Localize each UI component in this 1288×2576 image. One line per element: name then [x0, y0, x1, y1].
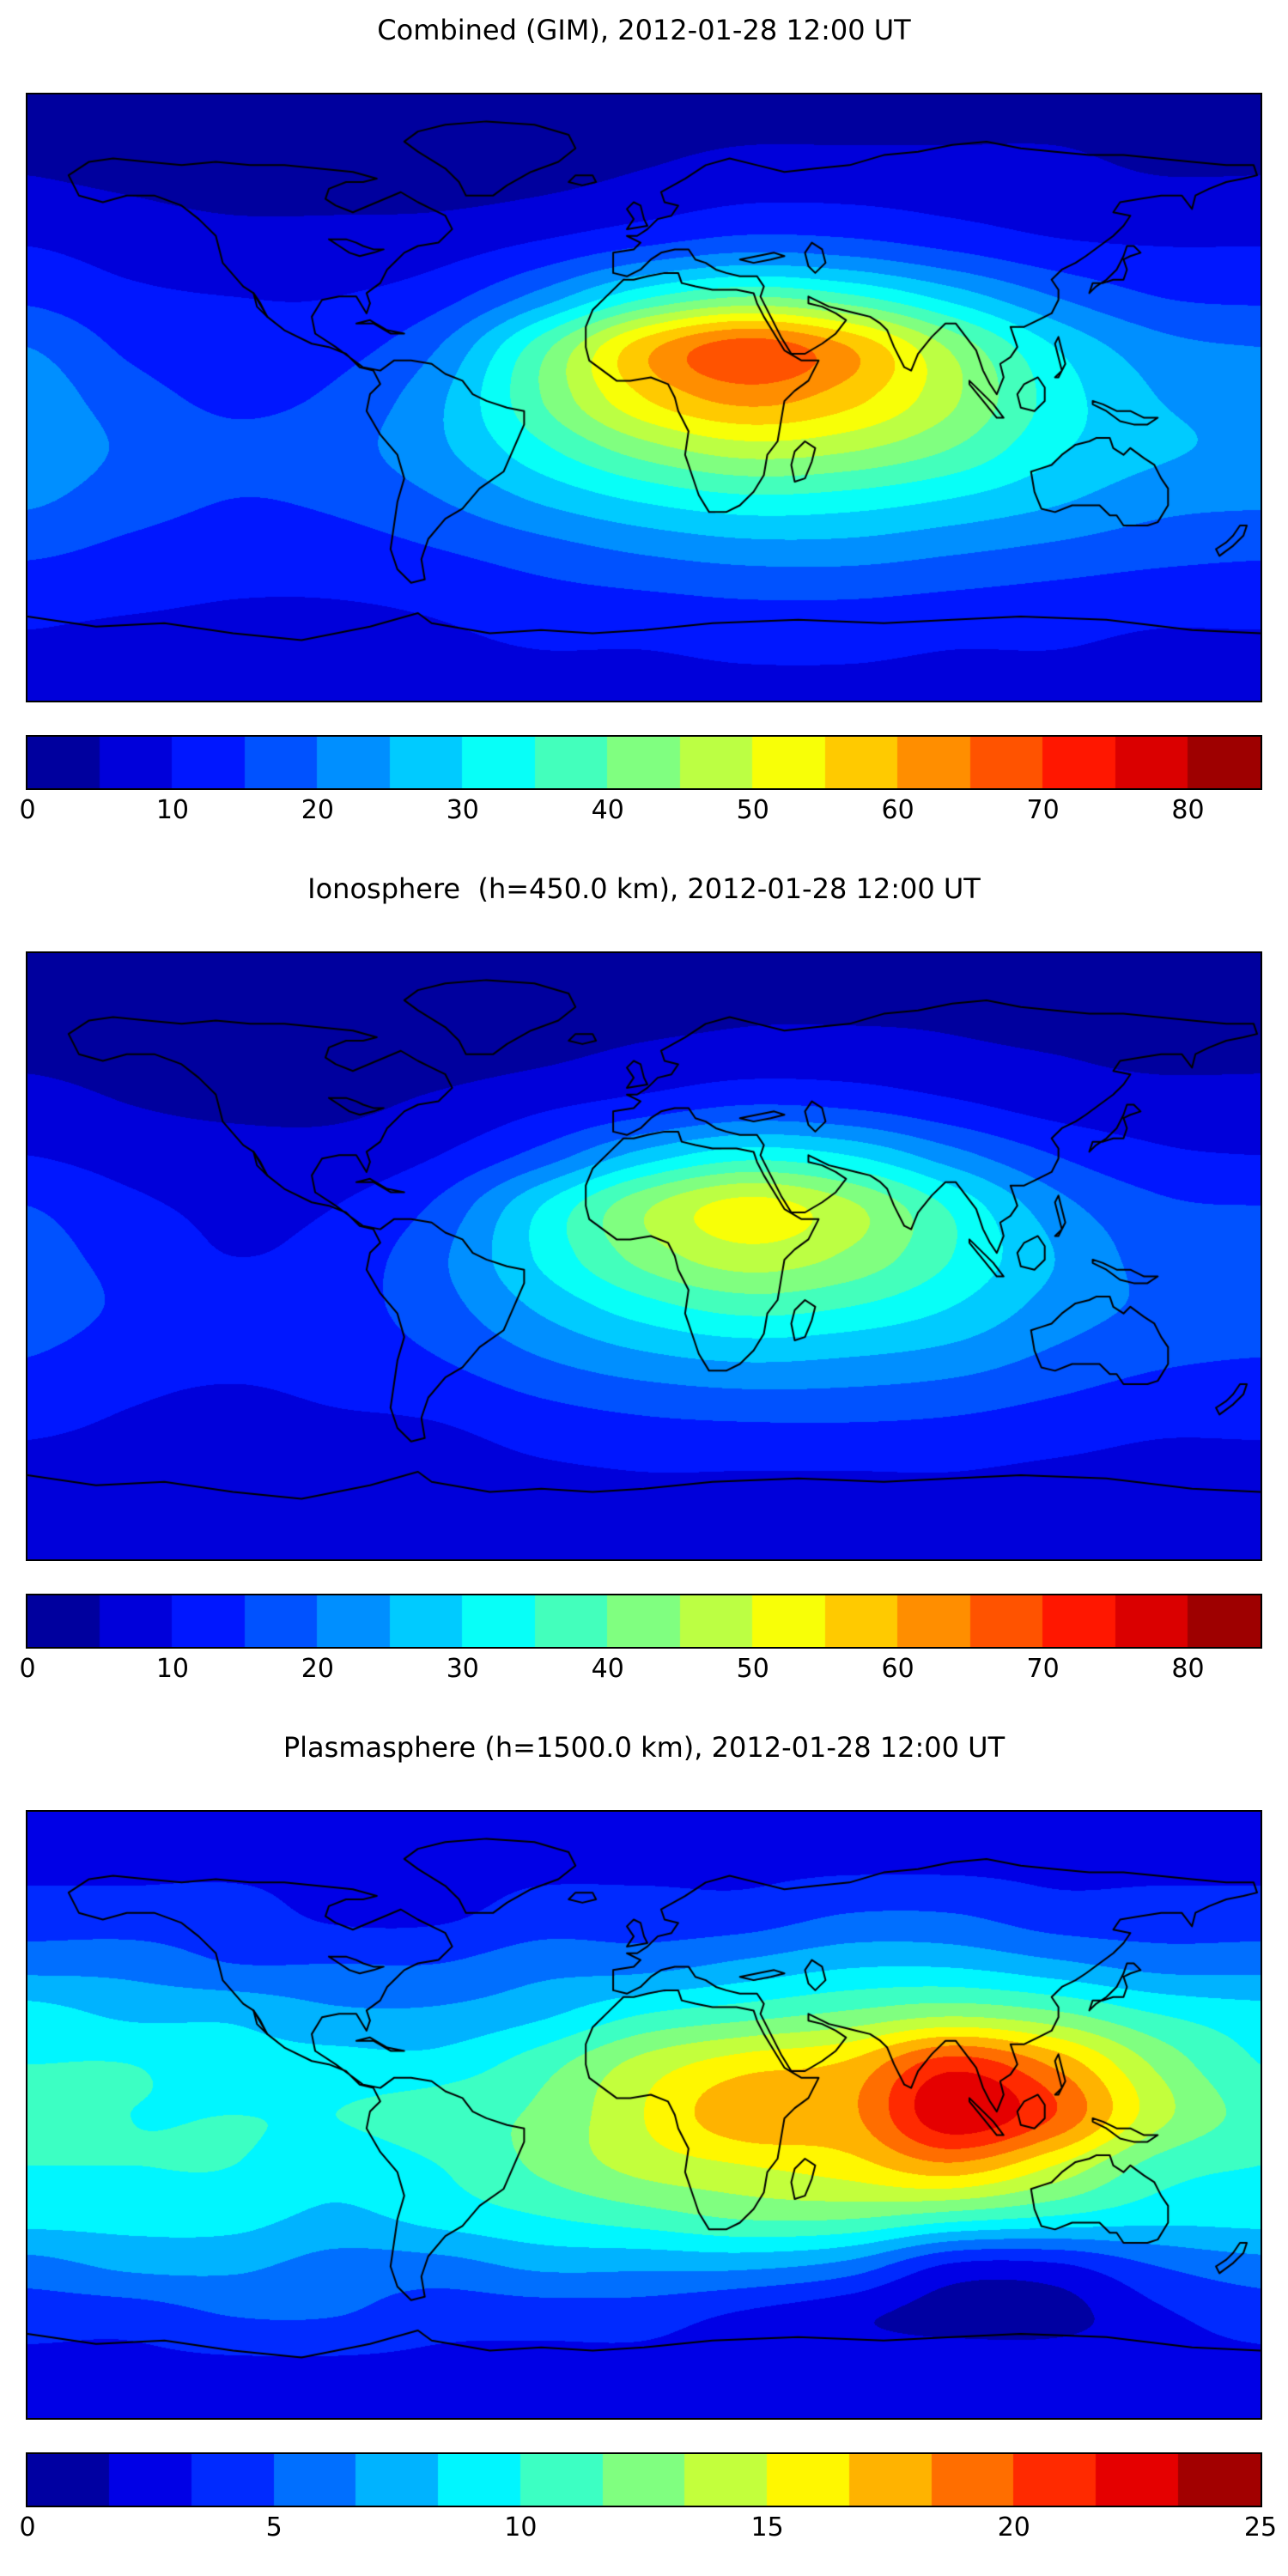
colorbar-tick-label: 10 — [504, 2512, 538, 2543]
colorbar-tick-label: 10 — [155, 795, 190, 825]
colorbar-ticks-combined: 0 10 20 30 40 50 60 70 80 — [19, 793, 1261, 833]
colorbar-tick-label: 40 — [591, 1654, 624, 1684]
colorbar-tick-label: 70 — [1026, 1654, 1060, 1684]
colorbar-tick-label: 25 — [1243, 2512, 1278, 2543]
map-canvas-plasmasphere — [26, 1810, 1262, 2420]
colorbar-plasmasphere — [26, 2452, 1262, 2507]
map-canvas-ionosphere — [26, 951, 1262, 1561]
colorbar-tick-label: 15 — [750, 2512, 784, 2543]
colorbar-tick-label: 5 — [265, 2512, 283, 2543]
colorbar-ticks-ionosphere: 0 10 20 30 40 50 60 70 80 — [19, 1652, 1261, 1692]
colorbar-tick-label: 80 — [1171, 1654, 1205, 1684]
panel-combined-gim: Combined (GIM), 2012-01-28 12:00 UT 0 10 2… — [0, 0, 1288, 859]
colorbar-tick-label: 60 — [881, 1654, 914, 1684]
colorbar-tick-label: 60 — [881, 795, 914, 825]
colorbar-ionosphere — [26, 1594, 1262, 1649]
colorbar-tick-label: 40 — [591, 795, 624, 825]
panel-ionosphere: Ionosphere (h=450.0 km), 2012-01-28 12:0… — [0, 859, 1288, 1717]
colorbar-tick-label: 0 — [19, 795, 36, 825]
colorbar-tick-label: 10 — [155, 1654, 190, 1684]
colorbar-combined — [26, 735, 1262, 790]
panel-title-combined: Combined (GIM), 2012-01-28 12:00 UT — [377, 14, 911, 46]
colorbar-tick-label: 20 — [301, 795, 334, 825]
colorbar-tick-label: 0 — [19, 1654, 36, 1684]
panel-plasmasphere: Plasmasphere (h=1500.0 km), 2012-01-28 1… — [0, 1717, 1288, 2576]
colorbar-tick-label: 20 — [301, 1654, 334, 1684]
colorbar-tick-label: 0 — [19, 2512, 36, 2543]
map-canvas-combined — [26, 93, 1262, 702]
colorbar-tick-label: 20 — [997, 2512, 1030, 2543]
colorbar-tick-label: 70 — [1026, 795, 1060, 825]
panel-title-ionosphere: Ionosphere (h=450.0 km), 2012-01-28 12:0… — [307, 872, 981, 905]
colorbar-tick-label: 50 — [736, 1654, 769, 1684]
colorbar-ticks-plasmasphere: 0 5 10 15 20 25 — [19, 2511, 1277, 2550]
colorbar-tick-label: 50 — [736, 795, 769, 825]
colorbar-tick-label: 80 — [1171, 795, 1205, 825]
panel-title-plasmasphere: Plasmasphere (h=1500.0 km), 2012-01-28 1… — [283, 1731, 1005, 1764]
colorbar-tick-label: 30 — [446, 795, 479, 825]
colorbar-tick-label: 30 — [446, 1654, 479, 1684]
